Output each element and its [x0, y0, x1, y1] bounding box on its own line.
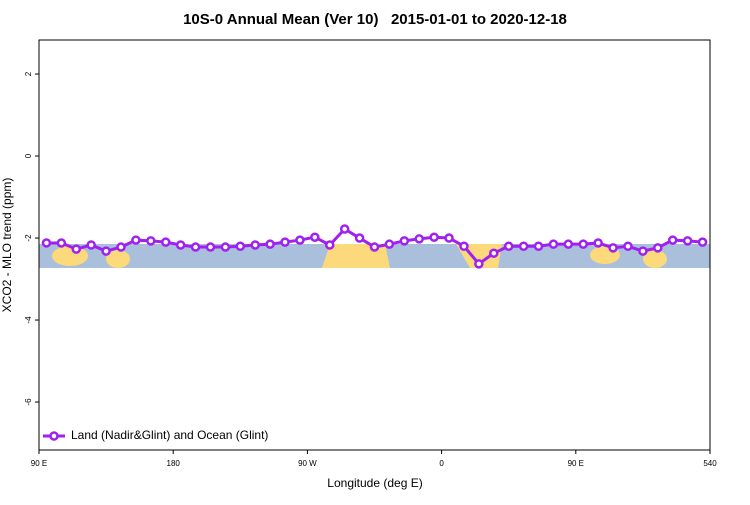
x-tick-label: 0	[439, 459, 444, 468]
point	[116, 242, 126, 252]
point	[146, 236, 156, 246]
point	[235, 241, 246, 251]
x-tick-label: 90 E	[31, 459, 47, 468]
y-tick-label: -6	[24, 398, 33, 406]
point	[653, 243, 663, 253]
point	[339, 224, 350, 234]
legend-marker	[49, 431, 59, 441]
point	[101, 246, 111, 256]
point	[608, 243, 618, 253]
point	[429, 232, 439, 242]
point	[250, 240, 260, 250]
point	[384, 239, 395, 249]
point	[41, 238, 52, 248]
point	[205, 242, 216, 252]
point	[56, 238, 67, 248]
point	[548, 239, 559, 249]
point	[369, 242, 380, 252]
y-axis-label: XCO2 - MLO trend (ppm)	[0, 178, 14, 313]
point	[220, 242, 231, 252]
plot-frame	[38, 39, 711, 451]
point	[131, 235, 141, 245]
point	[578, 239, 589, 249]
x-axis-label: Longitude (deg E)	[327, 476, 422, 490]
point	[414, 234, 424, 244]
x-tick-label: 90 E	[568, 459, 584, 468]
point	[265, 239, 275, 249]
point	[399, 236, 410, 246]
point	[503, 241, 514, 251]
point	[175, 240, 186, 250]
point	[354, 233, 365, 243]
point	[310, 232, 320, 242]
land	[106, 250, 130, 268]
chart-title: 10S-0 Annual Mean (Ver 10) 2015-01-01 to…	[183, 11, 567, 28]
point	[518, 241, 529, 251]
x-tick-label: 180	[167, 459, 181, 468]
point	[697, 237, 708, 247]
point	[563, 239, 574, 249]
y-tick-label: -2	[24, 234, 33, 242]
y-tick-label: 2	[24, 71, 33, 76]
point	[280, 237, 290, 247]
point	[71, 244, 82, 254]
point	[325, 240, 335, 250]
x-tick-label: 90 W	[298, 459, 317, 468]
point	[489, 248, 499, 258]
y-tick-label: -4	[24, 316, 33, 324]
point	[623, 241, 633, 251]
point	[444, 233, 454, 243]
land	[643, 250, 667, 268]
point	[459, 241, 469, 251]
legend-label: Land (Nadir&Glint) and Ocean (Glint)	[71, 428, 268, 442]
point	[474, 259, 484, 269]
point	[593, 238, 603, 248]
point	[682, 236, 693, 246]
point	[533, 241, 544, 251]
point	[190, 242, 201, 252]
point	[638, 246, 648, 256]
point	[295, 235, 305, 245]
land	[52, 246, 88, 266]
point	[160, 237, 171, 247]
x-tick-label: 540	[703, 459, 717, 468]
point	[667, 235, 678, 245]
y-tick-label: 0	[24, 153, 33, 158]
point	[86, 240, 96, 250]
